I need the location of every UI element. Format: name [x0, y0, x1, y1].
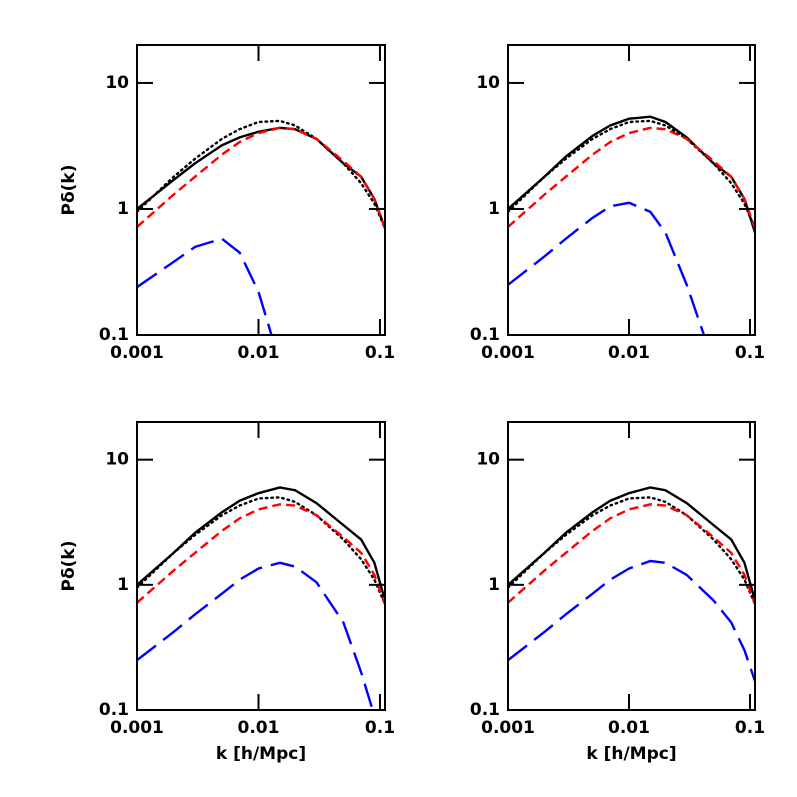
series-line — [508, 503, 755, 605]
x-tick-label: 0.1 — [735, 343, 765, 363]
x-tick-label: 0.001 — [110, 343, 164, 363]
series-line — [137, 561, 374, 710]
plot-frame — [507, 421, 756, 711]
x-tick-label: 0.001 — [481, 343, 535, 363]
x-axis-label: k [h/Mpc] — [586, 744, 676, 764]
x-tick-label: 0.1 — [365, 718, 395, 738]
y-tick-label: 1 — [117, 199, 129, 219]
panel: 0.001 0.01 0.1 0.1 1 10 k [h/Mpc] — [470, 421, 765, 764]
y-tick-label: 1 — [488, 199, 500, 219]
series-line — [137, 237, 273, 335]
series-line — [137, 119, 385, 230]
x-tick-label: 0.1 — [365, 343, 395, 363]
series-line — [508, 201, 706, 335]
series-line — [508, 559, 755, 682]
x-tick-label: 0.001 — [110, 718, 164, 738]
plot-frame — [507, 44, 756, 336]
x-tick-label: 0.01 — [238, 718, 280, 738]
y-tick-label: 1 — [488, 575, 500, 595]
series-line — [508, 119, 755, 230]
y-tick-label: 0.1 — [470, 700, 500, 720]
panel: 0.001 0.01 0.1 0.1 1 10 — [470, 44, 765, 363]
x-tick-label: 0.01 — [608, 718, 650, 738]
y-tick-label: 10 — [476, 450, 500, 470]
series-line — [137, 126, 385, 229]
series-line — [137, 496, 385, 606]
plot-frame — [136, 421, 386, 711]
x-tick-label: 0.001 — [481, 718, 535, 738]
series-line — [137, 126, 385, 229]
series-line — [137, 486, 385, 601]
y-tick-label: 0.1 — [99, 325, 129, 345]
y-axis-label: Pδ(k) — [59, 541, 79, 592]
x-tick-label: 0.01 — [608, 343, 650, 363]
y-tick-label: 0.1 — [470, 325, 500, 345]
series-line — [508, 486, 755, 601]
series-line — [508, 126, 755, 229]
series-line — [508, 115, 755, 233]
panel: 0.001 0.01 0.1 0.1 1 10 Pδ(k) — [59, 44, 395, 363]
y-tick-label: 1 — [117, 575, 129, 595]
panel: 0.001 0.01 0.1 0.1 1 10 k [h/Mpc] Pδ(k) — [59, 421, 395, 764]
y-tick-label: 10 — [105, 73, 129, 93]
series-line — [137, 503, 385, 605]
plot-frame — [136, 44, 386, 336]
series-line — [508, 496, 755, 606]
x-tick-label: 0.01 — [238, 343, 280, 363]
y-tick-label: 10 — [476, 73, 500, 93]
y-axis-label: Pδ(k) — [59, 165, 79, 216]
y-tick-label: 0.1 — [99, 700, 129, 720]
x-tick-label: 0.1 — [735, 718, 765, 738]
y-tick-label: 10 — [105, 450, 129, 470]
x-axis-label: k [h/Mpc] — [216, 744, 306, 764]
